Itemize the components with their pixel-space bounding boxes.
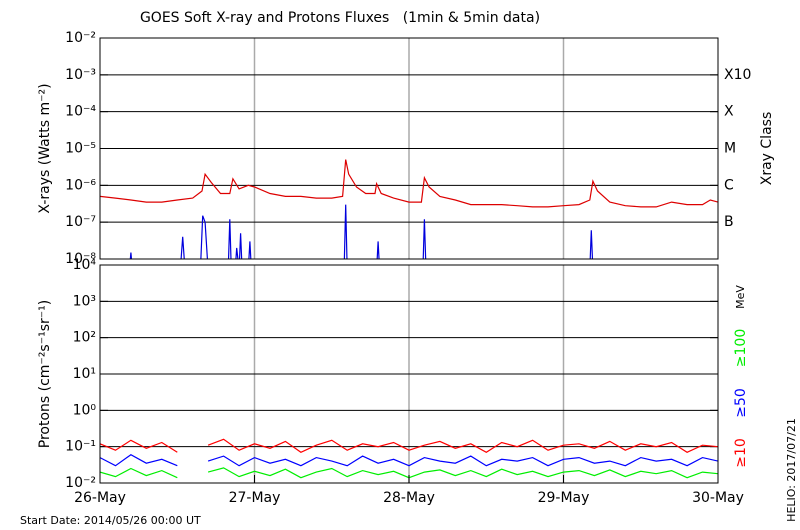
y-axis-label: X-rays (Watts m⁻²) [37, 83, 53, 213]
legend-label: ≥50 [733, 388, 749, 418]
y-tick-label: 10⁻⁸ [65, 251, 96, 267]
plot-area [100, 159, 718, 259]
y-tick-label: 10¹ [73, 366, 96, 382]
series-line [100, 159, 718, 208]
legend-title: MeV [734, 285, 747, 309]
y2-tick-label: M [724, 141, 736, 157]
y-tick-label: 10⁻⁷ [65, 214, 96, 230]
legend-label: ≥10 [733, 438, 749, 468]
y-tick-label: 10⁻² [65, 475, 96, 491]
credit: HELIO: 2017/07/21 [785, 418, 798, 522]
series-line [129, 204, 594, 259]
y-tick-label: 10⁴ [73, 257, 97, 273]
x-tick-label: 30-May [692, 490, 744, 506]
y2-tick-label: B [724, 214, 734, 230]
x-tick-label: 27-May [229, 490, 281, 506]
y-tick-label: 10⁻³ [65, 67, 96, 83]
legend-label: ≥100 [733, 329, 749, 367]
y-tick-label: 10⁰ [73, 402, 97, 418]
y2-tick-label: X10 [724, 67, 751, 83]
y-tick-label: 10⁻⁴ [65, 104, 96, 120]
y-tick-label: 10³ [73, 293, 96, 309]
y-tick-label: 10² [73, 330, 96, 346]
x-tick-label: 29-May [538, 490, 590, 506]
plot-area [100, 438, 718, 479]
y2-tick-label: X [724, 104, 734, 120]
y2-axis-label: Xray Class [759, 112, 775, 186]
y2-tick-label: C [724, 177, 734, 193]
y-tick-label: 10⁻¹ [65, 439, 96, 455]
series-line [100, 438, 718, 453]
panel-frame [99, 37, 719, 260]
y-tick-label: 10⁻⁵ [65, 141, 96, 157]
x-tick-label: 26-May [74, 490, 126, 506]
series-line [100, 467, 718, 479]
x-tick-label: 28-May [383, 490, 435, 506]
y-axis-label: Protons (cm⁻²s⁻¹sr⁻¹) [37, 300, 53, 449]
y-tick-label: 10⁻² [65, 30, 96, 46]
y-tick-label: 10⁻⁶ [65, 177, 96, 193]
series-line [100, 453, 718, 467]
footer: Start Date: 2014/05/26 00:00 UT [20, 514, 201, 527]
chart-title: GOES Soft X-ray and Protons Fluxes (1min… [140, 10, 540, 26]
